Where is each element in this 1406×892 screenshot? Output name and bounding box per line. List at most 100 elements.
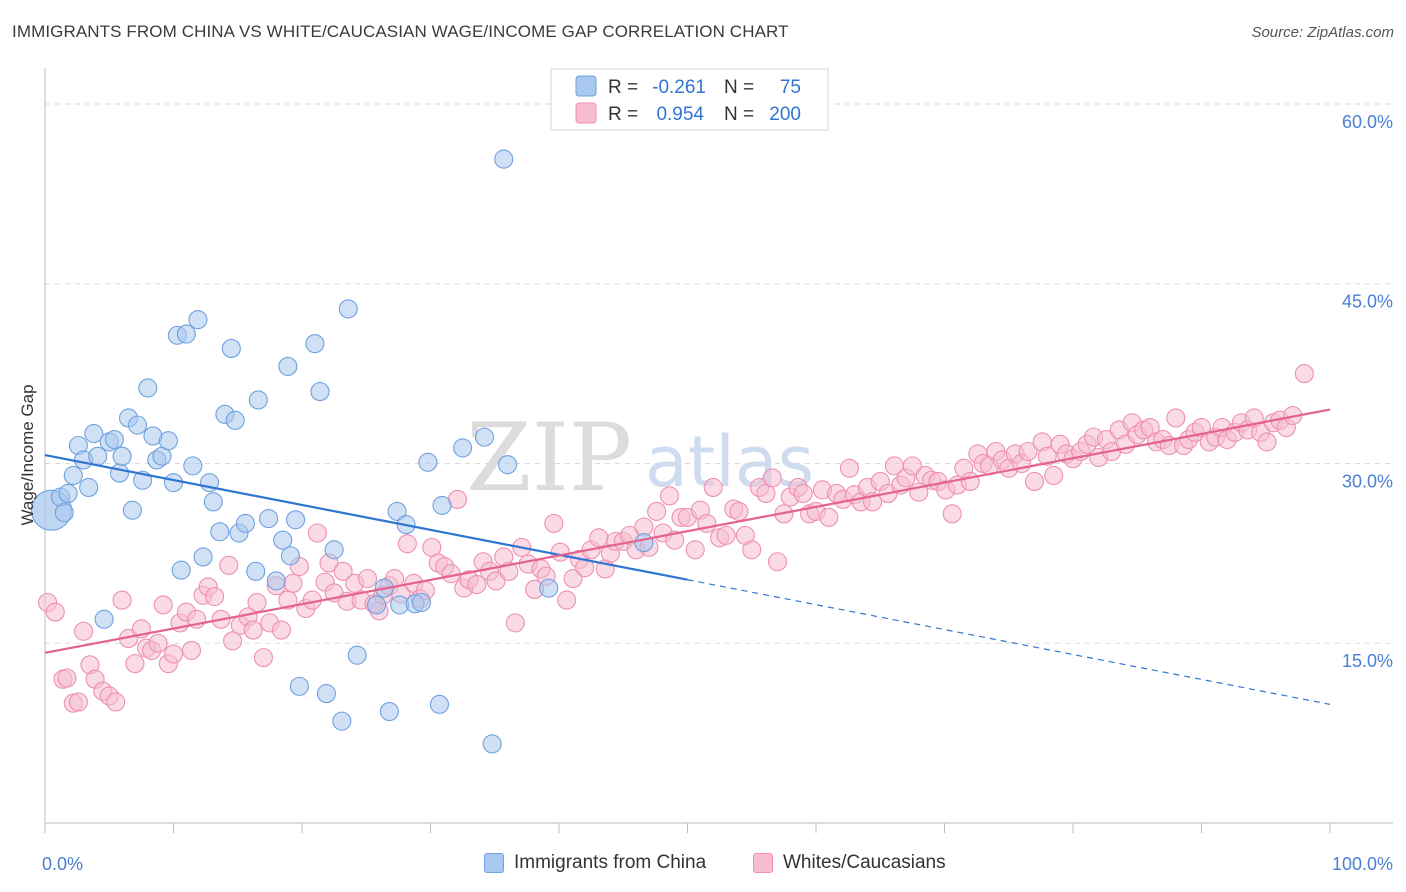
china-point [498, 455, 518, 475]
whites-point [45, 602, 65, 622]
china-point [273, 530, 293, 550]
whites-point [767, 552, 788, 572]
legend-swatch-china [484, 853, 504, 873]
legend-n-label: N = [724, 77, 754, 98]
y-tick-label: 30.0% [1342, 471, 1393, 491]
china-point [259, 509, 279, 529]
china-point [324, 540, 344, 560]
china-point [332, 711, 352, 731]
china-point [94, 609, 114, 629]
whites-point [1044, 465, 1064, 486]
whites-point [1294, 364, 1314, 384]
y-tick-label: 60.0% [1342, 112, 1393, 132]
whites-point [716, 525, 736, 545]
legend-item-china: Immigrants from China [484, 852, 706, 874]
legend-n-value-pink: 200 [769, 104, 801, 125]
china-point [278, 356, 298, 376]
china-point [429, 694, 450, 714]
china-point [210, 522, 230, 542]
china-point [109, 463, 130, 483]
china-point [127, 415, 148, 435]
whites-trendline [44, 408, 1331, 654]
legend-r-label: R = [608, 77, 638, 98]
whites-point [659, 486, 680, 506]
whites-point [1024, 471, 1044, 492]
legend-label-whites: Whites/Caucasians [783, 852, 946, 873]
whites-point [283, 573, 303, 593]
china-point [418, 452, 438, 472]
whites-point [742, 540, 762, 560]
whites-point [247, 592, 267, 613]
legend-swatch-whites [753, 853, 773, 873]
china-point [387, 501, 407, 521]
china-point [474, 427, 495, 447]
legend-n-label: N = [724, 104, 754, 125]
bottom-legend: Immigrants from China Whites/Caucasians [0, 850, 1406, 880]
china-point [366, 595, 387, 615]
legend-frame [550, 68, 829, 131]
whites-point [271, 620, 291, 640]
whites-point [685, 540, 705, 560]
whites-point [942, 504, 962, 524]
whites-point [307, 523, 327, 543]
china-point [138, 378, 158, 398]
legend-item-whites: Whites/Caucasians [753, 852, 946, 874]
whites-point [163, 644, 184, 664]
china-point [54, 503, 74, 523]
china-point [286, 510, 306, 530]
china-point [482, 734, 502, 754]
whites-point [960, 471, 980, 492]
legend-r-value-blue: -0.261 [652, 77, 706, 98]
china-point [453, 438, 473, 458]
whites-point [1166, 408, 1186, 428]
china-point [171, 560, 191, 580]
china-point [347, 645, 367, 665]
whites-point [219, 555, 239, 575]
whites-point [205, 586, 225, 607]
china-point [163, 473, 184, 493]
china-point [104, 429, 124, 450]
whites-point [223, 631, 243, 651]
china-point [539, 578, 559, 598]
legend-swatch-blue [575, 75, 597, 97]
china-point [221, 338, 241, 358]
whites-point [125, 654, 145, 674]
china-point [432, 495, 452, 515]
whites-point [1018, 441, 1038, 462]
china-point [112, 446, 132, 466]
whites-point [74, 621, 94, 641]
whites-point [550, 542, 570, 562]
x-tick-label: 100.0% [1332, 854, 1393, 874]
china-point [310, 382, 330, 402]
whites-point [112, 590, 132, 610]
china-point [84, 423, 104, 444]
whites-point [243, 620, 263, 640]
blue-series-points [30, 149, 654, 754]
grid-lines [45, 103, 1393, 644]
whites-point [106, 692, 126, 712]
axes [44, 68, 1393, 833]
china-point [58, 483, 78, 503]
china-point [176, 324, 196, 344]
whites-point [762, 468, 782, 488]
whites-point [68, 692, 88, 712]
whites-point [153, 595, 173, 615]
whites-point [589, 528, 609, 548]
whites-point [181, 640, 202, 660]
china-point [188, 310, 208, 330]
x-tick-label: 0.0% [42, 854, 83, 874]
china-point [305, 334, 325, 354]
whites-point [253, 648, 274, 668]
china-point [266, 571, 286, 591]
china-point [248, 390, 268, 410]
whites-point [1037, 446, 1057, 466]
whites-point [557, 590, 577, 610]
whites-point [902, 456, 922, 476]
china-point [411, 592, 432, 613]
china-point [379, 701, 399, 722]
whites-point [647, 501, 667, 521]
legend-label-china: Immigrants from China [514, 852, 707, 873]
china-point [79, 477, 99, 498]
china-point [634, 533, 654, 553]
